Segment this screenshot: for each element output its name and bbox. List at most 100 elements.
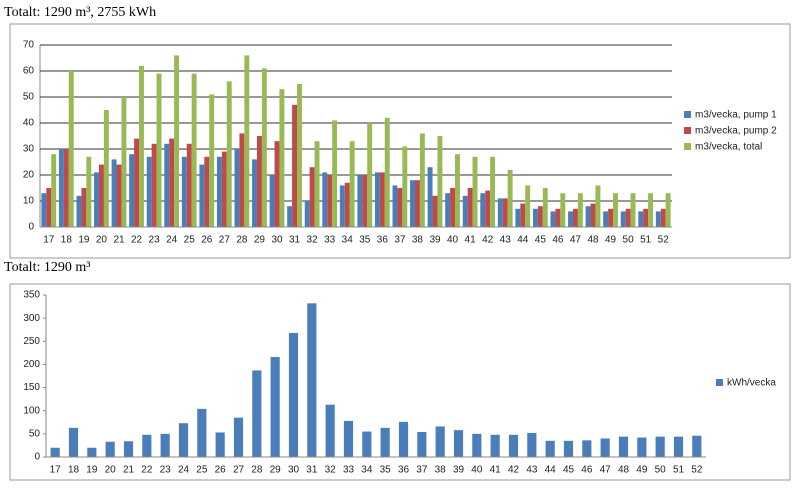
bar [462, 195, 468, 227]
bar [397, 188, 403, 227]
bar [532, 208, 538, 227]
bar [379, 172, 385, 227]
bar [520, 203, 526, 227]
x-tick-label: 32 [307, 235, 319, 246]
bar [392, 185, 398, 227]
bar [156, 73, 162, 227]
bar [261, 68, 267, 228]
x-tick-label: 24 [166, 235, 178, 246]
bar [160, 433, 170, 457]
legend-swatch [684, 127, 691, 134]
x-tick-label: 45 [563, 465, 575, 476]
x-tick-label: 24 [178, 465, 190, 476]
bar [269, 175, 275, 227]
x-tick-label: 41 [490, 465, 502, 476]
x-tick-label: 26 [215, 465, 227, 476]
x-tick-label: 18 [61, 235, 73, 246]
bar [68, 71, 74, 227]
x-tick-label: 49 [605, 235, 617, 246]
bar [502, 198, 508, 227]
bar [497, 198, 503, 227]
bar [537, 206, 543, 227]
bar [660, 208, 666, 227]
x-tick-label: 40 [471, 465, 483, 476]
x-tick-label: 26 [201, 235, 213, 246]
bar [595, 185, 601, 227]
legend-swatch [684, 143, 691, 150]
bar [105, 441, 115, 457]
bar [630, 193, 636, 227]
bar [560, 193, 566, 227]
bar [186, 143, 192, 227]
y-tick-label: 10 [23, 196, 35, 207]
bar [525, 185, 531, 227]
bar [550, 211, 556, 227]
bar [648, 193, 654, 227]
bar [563, 440, 574, 457]
bar [164, 143, 170, 227]
y-tick-label: 200 [23, 359, 40, 370]
x-tick-label: 39 [453, 465, 465, 476]
bar [134, 138, 140, 227]
bar [287, 206, 293, 227]
bar [490, 434, 500, 457]
bar [297, 84, 302, 227]
bar [279, 89, 285, 227]
bar [527, 432, 537, 457]
x-tick-label: 28 [236, 235, 248, 246]
x-tick-label: 27 [233, 465, 245, 476]
bar [178, 423, 189, 457]
bar [58, 149, 64, 227]
y-tick-label: 300 [23, 313, 40, 324]
x-tick-label: 47 [570, 235, 582, 246]
bar [274, 141, 280, 227]
x-tick-label: 46 [581, 465, 593, 476]
bar [638, 211, 644, 227]
x-tick-label: 47 [600, 465, 612, 476]
x-tick-label: 52 [658, 235, 670, 246]
y-tick-label: 70 [23, 40, 35, 51]
x-tick-label: 42 [482, 235, 494, 246]
x-tick-label: 30 [271, 235, 283, 246]
bar [673, 436, 684, 457]
y-tick-label: 100 [23, 405, 40, 416]
x-tick-label: 33 [324, 235, 336, 246]
x-tick-label: 19 [86, 465, 98, 476]
bar [432, 195, 438, 227]
x-tick-label: 38 [412, 235, 424, 246]
bar [625, 208, 631, 227]
x-tick-label: 33 [343, 465, 355, 476]
x-tick-label: 49 [636, 465, 648, 476]
y-tick-label: 250 [23, 336, 40, 347]
bar [103, 110, 109, 227]
bar [419, 133, 425, 227]
bar [239, 133, 245, 227]
bar [343, 420, 354, 457]
bar [146, 156, 152, 227]
y-tick-label: 350 [23, 290, 40, 301]
bar [123, 441, 134, 457]
x-tick-label: 31 [306, 465, 318, 476]
x-tick-label: 34 [361, 465, 373, 476]
x-tick-label: 51 [673, 465, 685, 476]
bar [304, 201, 310, 227]
y-tick-label: 40 [23, 118, 35, 129]
x-tick-label: 35 [359, 235, 371, 246]
x-tick-label: 43 [526, 465, 538, 476]
x-tick-label: 17 [43, 235, 55, 246]
x-tick-label: 37 [394, 235, 406, 246]
bar [252, 370, 262, 457]
y-tick-label: 60 [23, 66, 35, 77]
bar [620, 211, 626, 227]
bar [151, 143, 157, 227]
x-tick-label: 19 [78, 235, 90, 246]
bar [191, 73, 197, 227]
bar [226, 81, 232, 228]
x-tick-label: 31 [289, 235, 301, 246]
legend-swatch [716, 379, 723, 386]
bar [655, 211, 661, 227]
bar [507, 169, 513, 227]
bar [204, 156, 210, 227]
bar [344, 182, 350, 227]
